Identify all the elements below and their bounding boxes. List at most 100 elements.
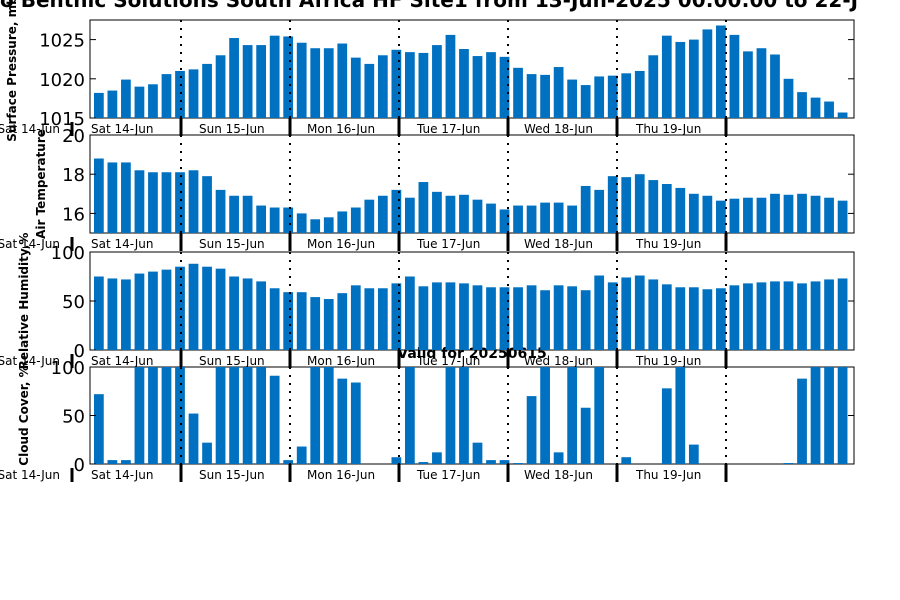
bar (526, 74, 537, 118)
bar (648, 180, 659, 233)
x-day-label: Thu 19-Jun (635, 354, 701, 368)
x-day-label: Tue 17-Jun (416, 468, 480, 482)
bar (675, 287, 686, 350)
bar (283, 460, 294, 464)
bar (648, 279, 659, 350)
bar (350, 207, 361, 233)
bar (810, 367, 821, 464)
bar (134, 170, 145, 233)
bar (486, 287, 496, 350)
bar (797, 193, 807, 233)
bar (350, 382, 361, 464)
y-axis-label: Air Temperature (34, 129, 48, 239)
x-day-label: Mon 16-Jun (307, 237, 375, 251)
bar (499, 287, 510, 350)
panel-frame (89, 134, 855, 234)
bar (743, 51, 753, 118)
x-day-label: Sun 15-Jun (199, 468, 265, 482)
x-day-label: Sun 15-Jun (199, 354, 265, 368)
bar (188, 69, 199, 118)
bar (553, 202, 564, 233)
bar (743, 283, 753, 350)
bar (770, 54, 780, 118)
bar (107, 90, 118, 118)
bar (621, 457, 632, 464)
bar (797, 378, 807, 464)
bar (350, 285, 361, 350)
bar (729, 34, 740, 118)
bar (675, 187, 686, 233)
bar (432, 282, 442, 350)
bar (148, 367, 158, 464)
bar (729, 285, 740, 350)
y-tick-label: 16 (62, 204, 85, 225)
bar (148, 271, 158, 350)
bar (837, 367, 848, 464)
bar (107, 278, 118, 350)
bar (418, 286, 429, 350)
bar (824, 367, 834, 464)
x-day-label: Mon 16-Jun (307, 468, 375, 482)
bar (283, 36, 294, 118)
panel-4: 0 50 100 Cloud Cover, % Sat 14-Jun Sun 15-Jun… (0, 358, 855, 482)
bar (215, 55, 226, 118)
bar (161, 269, 172, 350)
bar (432, 191, 442, 233)
bar (121, 279, 131, 350)
bar (337, 293, 348, 350)
x-day-label: Sat 14-Jun (91, 237, 154, 251)
bar (350, 57, 361, 118)
bar (661, 388, 672, 464)
bar (242, 195, 253, 233)
bar (567, 205, 578, 233)
bar (594, 76, 605, 118)
x-day-label: Sun 15-Jun (199, 237, 265, 251)
bar (405, 52, 415, 118)
bar (242, 367, 253, 464)
bar (540, 290, 550, 350)
bar (459, 49, 469, 119)
bar (229, 195, 239, 233)
bar (256, 367, 267, 464)
x-day-label: Sat 14-Jun (91, 122, 154, 136)
bar (337, 43, 348, 118)
x-day-label: Tue 17-Jun (416, 354, 480, 368)
bar (391, 49, 402, 118)
bar (634, 70, 645, 118)
bar (607, 282, 618, 350)
bar (526, 205, 537, 233)
bar (296, 292, 307, 350)
x-day-label: Tue 17-Jun (416, 237, 480, 251)
bar (310, 48, 321, 118)
bar (337, 378, 348, 464)
bar (810, 195, 821, 233)
bar (756, 197, 767, 233)
bar (377, 195, 388, 233)
bar (594, 189, 605, 233)
bar (377, 55, 388, 118)
bar (364, 199, 375, 233)
bar (269, 207, 280, 233)
bar (472, 56, 483, 118)
bar (499, 460, 510, 464)
corner-label: Sat 14-Jun (0, 237, 60, 251)
bar (188, 170, 199, 233)
bar (391, 189, 402, 233)
bar (256, 281, 267, 350)
bar (472, 285, 483, 350)
bar (229, 276, 239, 350)
y-tick-label: 1015 (39, 109, 85, 130)
y-axis-label: Cloud Cover, % (17, 365, 31, 465)
bar (161, 74, 172, 118)
bar (716, 25, 726, 119)
x-day-label: Wed 18-Jun (524, 237, 593, 251)
bar (148, 172, 158, 233)
corner-label: Sat 14-Jun (0, 122, 60, 136)
bar (269, 375, 280, 464)
bar (594, 275, 605, 350)
bar (202, 176, 212, 233)
bar (405, 197, 415, 233)
bar (770, 193, 780, 233)
bar (540, 74, 550, 118)
x-day-label: Mon 16-Jun (307, 122, 375, 136)
